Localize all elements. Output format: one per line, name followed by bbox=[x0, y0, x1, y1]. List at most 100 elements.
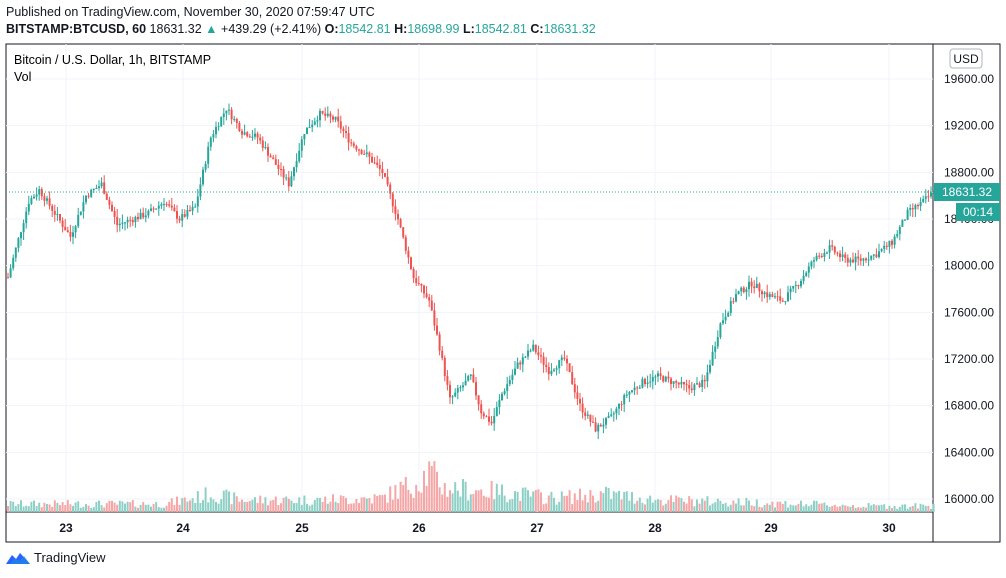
volume-bar bbox=[155, 502, 158, 512]
candle-body bbox=[316, 120, 319, 122]
volume-bar bbox=[365, 498, 368, 512]
volume-bar bbox=[488, 497, 490, 512]
candle-body bbox=[846, 257, 849, 263]
candle-body bbox=[813, 260, 815, 262]
volume-bar bbox=[220, 499, 223, 512]
tradingview-logo[interactable]: TradingView bbox=[6, 550, 106, 565]
candle-body bbox=[698, 383, 701, 387]
candle-body bbox=[74, 226, 77, 233]
candle-body bbox=[919, 202, 922, 207]
candle-body bbox=[108, 199, 111, 205]
volume-bar bbox=[690, 499, 693, 512]
volume-bar bbox=[144, 504, 147, 512]
volume-bar bbox=[251, 499, 254, 512]
volume-bar bbox=[64, 505, 67, 512]
candle-body bbox=[355, 146, 358, 150]
volume-bar bbox=[108, 500, 111, 512]
candle-body bbox=[352, 143, 355, 147]
candle-body bbox=[404, 237, 407, 251]
volume-bar bbox=[607, 488, 610, 512]
volume-bar bbox=[238, 501, 241, 512]
candle-body bbox=[768, 294, 771, 298]
candle-body bbox=[563, 357, 566, 359]
candle-body bbox=[529, 350, 532, 352]
candle-body bbox=[134, 216, 137, 223]
candle-body bbox=[358, 149, 360, 151]
candle-body bbox=[878, 251, 880, 258]
candle-body bbox=[147, 210, 150, 216]
candle-body bbox=[308, 127, 311, 129]
candle-body bbox=[155, 208, 158, 210]
candle-body bbox=[885, 245, 888, 247]
volume-bar bbox=[235, 496, 238, 512]
volume-bar bbox=[124, 503, 126, 512]
candle-body bbox=[820, 256, 823, 258]
volume-bar bbox=[675, 495, 678, 512]
volume-bar bbox=[441, 494, 444, 512]
volume-bar bbox=[433, 461, 436, 512]
volume-bar bbox=[168, 501, 171, 512]
volume-bar bbox=[51, 506, 54, 512]
candle-body bbox=[189, 209, 191, 211]
ohlc-legend: BITSTAMP:BTCUSD, 60 18631.32 ▲ +439.29 (… bbox=[6, 22, 596, 36]
candle-body bbox=[386, 176, 389, 185]
candle-body bbox=[454, 392, 457, 397]
volume-bar bbox=[703, 500, 706, 512]
candle-body bbox=[428, 297, 431, 301]
candle-body bbox=[261, 140, 264, 148]
candle-body bbox=[599, 424, 602, 427]
volume-bar bbox=[261, 503, 264, 512]
volume-bar bbox=[922, 504, 925, 512]
price-change: +439.29 (+2.41%) bbox=[221, 22, 322, 36]
volume-bar bbox=[854, 507, 857, 512]
volume-bar bbox=[508, 499, 511, 512]
volume-bar bbox=[529, 496, 532, 512]
candle-body bbox=[360, 150, 363, 154]
candle-body bbox=[631, 390, 633, 393]
volume-bar bbox=[131, 500, 134, 512]
candle-body bbox=[716, 337, 719, 347]
candle-body bbox=[152, 208, 155, 210]
volume-bar bbox=[693, 506, 696, 512]
volume-bar bbox=[495, 483, 498, 512]
candle-body bbox=[750, 281, 753, 287]
candle-body bbox=[485, 416, 488, 418]
candle-body bbox=[875, 254, 878, 258]
volume-bar bbox=[768, 504, 771, 512]
candle-body bbox=[701, 379, 704, 387]
candle-body bbox=[204, 163, 207, 170]
volume-bar bbox=[267, 505, 269, 512]
volume-bar bbox=[823, 502, 826, 512]
candle-body bbox=[415, 278, 418, 284]
volume-bar bbox=[355, 498, 358, 512]
candle-body bbox=[150, 208, 152, 211]
candle-body bbox=[623, 395, 626, 405]
candle-body bbox=[922, 198, 925, 203]
currency-badge[interactable]: USD bbox=[949, 48, 983, 69]
volume-bar bbox=[672, 501, 675, 512]
candle-body bbox=[644, 379, 646, 385]
candle-body bbox=[495, 407, 498, 417]
volume-bar bbox=[194, 503, 197, 512]
volume-bar bbox=[35, 506, 38, 512]
candle-body bbox=[859, 258, 862, 261]
candle-body bbox=[672, 381, 675, 384]
candle-body bbox=[183, 214, 186, 217]
volume-bar bbox=[628, 500, 631, 512]
candle-body bbox=[930, 192, 932, 197]
candle-body bbox=[802, 275, 805, 281]
candle-body bbox=[480, 404, 483, 414]
volume-bar bbox=[735, 503, 737, 512]
candle-body bbox=[755, 283, 758, 289]
volume-bar bbox=[571, 504, 574, 512]
volume-bar bbox=[300, 504, 303, 512]
volume-bar bbox=[389, 486, 392, 512]
volume-bar bbox=[781, 503, 784, 512]
volume-bar bbox=[927, 505, 930, 512]
candle-body bbox=[272, 157, 275, 160]
candle-body bbox=[722, 320, 724, 324]
candle-body bbox=[906, 209, 909, 220]
candle-body bbox=[259, 137, 262, 141]
volume-bar bbox=[30, 501, 33, 512]
